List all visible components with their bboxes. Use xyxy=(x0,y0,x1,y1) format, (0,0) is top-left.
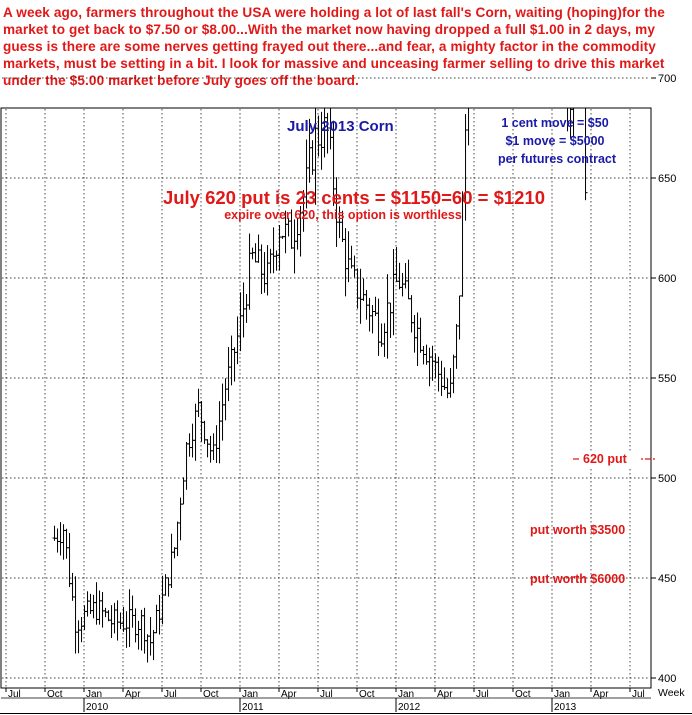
ohlc-bar xyxy=(554,36,558,99)
x-tick-label: Apr xyxy=(593,689,609,700)
ohlc-bar xyxy=(585,108,588,201)
subline-annotation: expire over 620, this option is worthles… xyxy=(224,208,462,222)
ohlc-bar xyxy=(548,22,552,90)
ohlc-bar xyxy=(524,3,528,39)
y-tick-label: 600 xyxy=(658,273,676,285)
price-bars xyxy=(52,0,588,663)
x-axis-label: Week xyxy=(658,687,685,699)
x-axis-ticks: Jul Oct Jan 2010 Apr Jul Oct Jan 2011 Apr Jul Oct Ja… xyxy=(5,688,645,713)
x-tick-label: Apr xyxy=(437,689,453,700)
y-tick-label: 700 xyxy=(658,73,676,85)
ohlc-bar xyxy=(563,65,567,89)
ohlc-bar xyxy=(575,61,579,94)
ohlc-bar xyxy=(571,108,575,137)
x-tick-label: Jul xyxy=(476,689,489,700)
x-tick-label: Oct xyxy=(515,689,531,700)
x-tick-label: Jan xyxy=(86,689,102,700)
ohlc-bar xyxy=(542,29,546,100)
y-tick-label: 650 xyxy=(658,173,676,185)
ohlc-bar xyxy=(503,0,507,21)
strike-label: 620 put xyxy=(583,452,628,466)
ohlc-bar xyxy=(545,14,549,58)
ohlc-bar xyxy=(539,32,543,90)
ohlc-bar xyxy=(497,0,501,3)
ohlc-bar xyxy=(581,42,585,104)
x-tick-label: Jul xyxy=(8,689,21,700)
ohlc-bar xyxy=(527,4,531,36)
ohlc-bar xyxy=(473,0,477,11)
year-label: 2012 xyxy=(398,702,421,713)
ohlc-bar xyxy=(512,0,516,28)
y-tick-label: 550 xyxy=(658,373,676,385)
gridlines xyxy=(2,77,650,687)
x-tick-label: Jan xyxy=(398,689,414,700)
commentary-text: A week ago, farmers throughout the USA w… xyxy=(3,5,665,88)
contract-note-2: $1 move = $5000 xyxy=(505,134,604,148)
ohlc-bar xyxy=(521,0,525,34)
plot-area xyxy=(0,107,652,689)
y-axis-ticks: 400450500550600650700750800850900950 xyxy=(651,73,676,685)
year-label: 2010 xyxy=(86,702,109,713)
ohlc-bar xyxy=(533,12,537,59)
put-6000-label: put worth $6000 xyxy=(530,572,625,586)
ohlc-bar xyxy=(561,108,563,109)
contract-note-3: per futures contract xyxy=(498,152,617,166)
y-tick-label: 400 xyxy=(658,673,676,685)
y-tick-label: 450 xyxy=(658,573,676,585)
ohlc-bar xyxy=(530,2,534,60)
year-label: 2011 xyxy=(242,702,264,713)
x-tick-label: Jul xyxy=(164,689,177,700)
x-tick-label: Jul xyxy=(320,689,333,700)
ohlc-bar xyxy=(500,0,504,19)
ohlc-bar xyxy=(567,108,569,132)
ohlc-bar xyxy=(518,0,522,32)
ohlc-bar xyxy=(506,0,510,7)
put-3500-label: put worth $3500 xyxy=(530,523,625,537)
x-tick-label: Jul xyxy=(632,689,645,700)
x-tick-label: Jan xyxy=(242,689,258,700)
headline-annotation: July 620 put is 23 cents = $1150=60 = $1… xyxy=(163,187,545,208)
ohlc-bar xyxy=(536,0,540,44)
x-tick-label: Oct xyxy=(47,689,63,700)
chart-title: July 2013 Corn xyxy=(287,118,394,135)
ohlc-bar xyxy=(515,0,519,42)
y-tick-label: 500 xyxy=(658,473,676,485)
ohlc-bar xyxy=(466,108,470,146)
ohlc-bar xyxy=(551,35,555,93)
x-tick-label: Apr xyxy=(281,689,297,700)
ohlc-bar xyxy=(578,23,582,87)
x-tick-label: Oct xyxy=(203,689,219,700)
x-tick-label: Jan xyxy=(554,689,570,700)
ohlc-bar xyxy=(509,3,513,54)
year-label: 2013 xyxy=(554,702,577,713)
ohlc-bar xyxy=(470,0,474,75)
x-tick-label: Apr xyxy=(125,689,141,700)
ohlc-bar xyxy=(557,30,561,77)
x-tick-label: Oct xyxy=(359,689,375,700)
contract-note-1: 1 cent move = $50 xyxy=(501,116,608,130)
